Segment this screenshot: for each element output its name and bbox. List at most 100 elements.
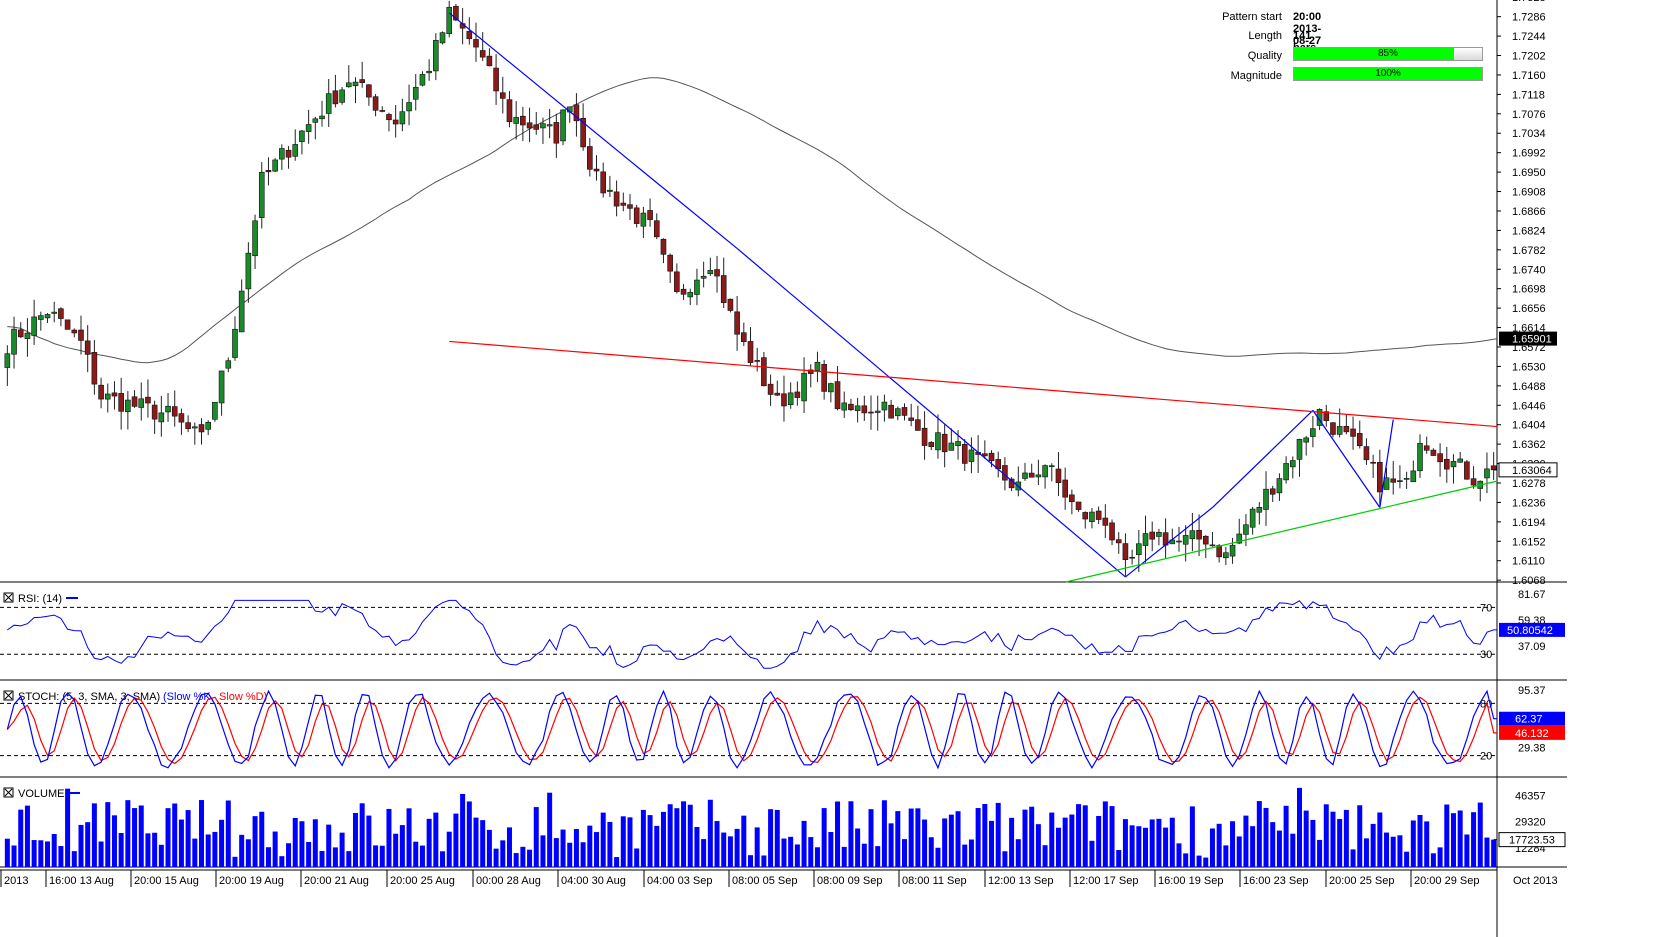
candle-bear: [1423, 445, 1430, 451]
price-tick-label: 1.6446: [1512, 400, 1546, 412]
volume-bar: [98, 841, 104, 867]
candle-bear: [198, 424, 205, 433]
volume-bar: [359, 803, 365, 867]
volume-bar: [105, 802, 111, 867]
volume-bar: [908, 808, 914, 867]
candle-bull: [1176, 540, 1182, 543]
candle-bull: [540, 123, 546, 129]
candle-bull: [1383, 477, 1390, 490]
time-tick-label: 08:00 09 Sep: [817, 875, 882, 887]
candle-bear: [58, 308, 64, 319]
candle-bear: [520, 115, 526, 126]
candle-bear: [151, 404, 158, 420]
price-tick-label: 1.7286: [1512, 12, 1546, 24]
volume-bar: [65, 788, 71, 867]
volume-bar: [1230, 821, 1236, 867]
trend-line: [736, 247, 1126, 578]
candle-bear: [506, 99, 513, 123]
panel-title: VOLUME: [18, 788, 64, 800]
volume-bar: [11, 845, 17, 867]
price-tick-label: 1.6866: [1512, 206, 1546, 218]
volume-bar: [841, 846, 847, 867]
pattern-start-value: 20:00 2013-08-27: [1293, 11, 1322, 47]
candle-bear: [1028, 472, 1035, 478]
volume-bar: [446, 831, 452, 867]
volume-bar: [1464, 834, 1470, 867]
candle-bear: [118, 393, 124, 412]
candle-bear: [1095, 510, 1102, 520]
candle-bull: [1042, 465, 1048, 478]
length-label: Length: [1248, 30, 1282, 42]
magnitude-label: Magnitude: [1230, 70, 1282, 82]
time-tick-label: 16:00 19 Sep: [1158, 875, 1223, 887]
volume-bar: [1444, 804, 1450, 867]
candle-bull: [1223, 552, 1229, 559]
candle-bear: [754, 360, 760, 362]
volume-bar: [667, 804, 673, 867]
candle-bear: [533, 124, 540, 130]
volume-bar: [654, 825, 660, 867]
price-tick-label: 1.6194: [1512, 517, 1546, 529]
volume-current-badge: [1498, 832, 1566, 848]
price-tick-label: 1.6530: [1512, 361, 1546, 373]
stoch-tick-label: 29.38: [1518, 742, 1546, 754]
time-tick-label: 20:00 19 Aug: [219, 875, 284, 887]
volume-bar: [486, 829, 492, 867]
volume-bar: [1363, 838, 1369, 867]
candle-bull: [1089, 511, 1095, 522]
volume-bar: [674, 808, 680, 867]
rsi-line: [7, 599, 1497, 669]
volume-bar: [547, 792, 553, 867]
candle-bear: [848, 403, 854, 411]
stoch-d-label: 46.132: [1515, 728, 1549, 740]
magnitude-bar-fill: [1294, 68, 1482, 80]
stoch-k-legend: (Slow %K,: [163, 691, 214, 703]
candle-bull: [1236, 533, 1243, 544]
candle-bull: [546, 124, 553, 127]
volume-bar: [1223, 845, 1229, 867]
volume-bar: [38, 840, 44, 867]
candle-bear: [600, 171, 607, 194]
volume-bar: [71, 851, 77, 867]
time-tick-label: 20:00 25 Sep: [1329, 875, 1394, 887]
volume-bar: [533, 807, 539, 867]
candle-bull: [1417, 443, 1423, 472]
price-tick-label: 1.6278: [1512, 478, 1546, 490]
candle-bear: [834, 381, 841, 410]
volume-bar: [1122, 819, 1128, 867]
volume-bar: [1136, 826, 1142, 867]
candle-bear: [767, 383, 774, 395]
candle-bear: [372, 96, 379, 111]
candle-bull: [1142, 533, 1149, 546]
candle-bull: [305, 124, 312, 132]
volume-bar: [1035, 824, 1041, 867]
candle-bear: [1370, 461, 1376, 464]
candle-bear: [178, 413, 185, 423]
time-tick-label: 12:00 17 Sep: [1073, 875, 1138, 887]
volume-bar: [600, 812, 606, 867]
candle-bull: [31, 316, 37, 336]
volume-bar: [627, 817, 633, 867]
candle-bear: [734, 311, 740, 335]
volume-bar: [1055, 827, 1061, 867]
candle-bull: [1256, 506, 1263, 513]
candle-bear: [145, 396, 151, 404]
panel-title: STOCH: (5, 3, SMA, 3, SMA): [18, 691, 160, 703]
volume-bar: [58, 846, 64, 867]
magnitude-bar-text: 100%: [1375, 68, 1401, 79]
volume-bar: [540, 835, 546, 867]
candle-bull: [399, 111, 406, 125]
candle-bear: [1269, 488, 1276, 495]
volume-bar: [1129, 825, 1135, 867]
candle-bull: [44, 314, 51, 319]
candle-bull: [948, 442, 955, 451]
volume-bar: [567, 842, 573, 867]
volume-bar: [1457, 810, 1463, 867]
quality-bar-text: 85%: [1377, 48, 1398, 59]
candle-bull: [607, 189, 613, 192]
volume-bar: [1156, 818, 1162, 867]
candle-bull: [212, 401, 218, 420]
volume-bar: [386, 808, 392, 867]
volume-bar: [774, 809, 780, 867]
